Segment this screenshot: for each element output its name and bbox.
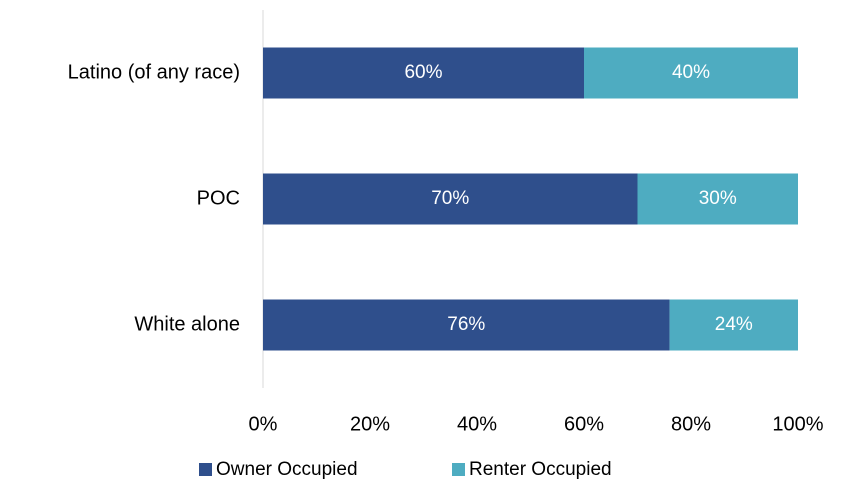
y-tick-label: POC	[197, 187, 240, 209]
x-tick-label: 40%	[457, 413, 497, 435]
legend-label: Owner Occupied	[216, 459, 358, 480]
value-label: 40%	[672, 62, 710, 83]
x-tick-label: 100%	[772, 413, 823, 435]
value-label: 60%	[404, 62, 442, 83]
legend-swatch	[199, 463, 212, 476]
bar-segment	[637, 173, 798, 225]
bar-segment	[263, 299, 670, 351]
value-label: 30%	[699, 188, 737, 209]
x-tick-label: 20%	[350, 413, 390, 435]
legend-swatch	[452, 463, 465, 476]
bar-segment	[584, 47, 798, 99]
value-label: 24%	[715, 314, 753, 335]
value-label: 70%	[431, 188, 469, 209]
bar-segment	[669, 299, 798, 351]
x-tick-label: 0%	[249, 413, 278, 435]
x-tick-label: 60%	[564, 413, 604, 435]
x-tick-label: 80%	[671, 413, 711, 435]
bar-segment	[263, 173, 638, 225]
y-tick-label: White alone	[134, 313, 240, 335]
legend-label: Renter Occupied	[469, 459, 612, 480]
value-label: 76%	[447, 314, 485, 335]
y-tick-label: Latino (of any race)	[68, 61, 240, 83]
bar-segment	[263, 47, 584, 99]
